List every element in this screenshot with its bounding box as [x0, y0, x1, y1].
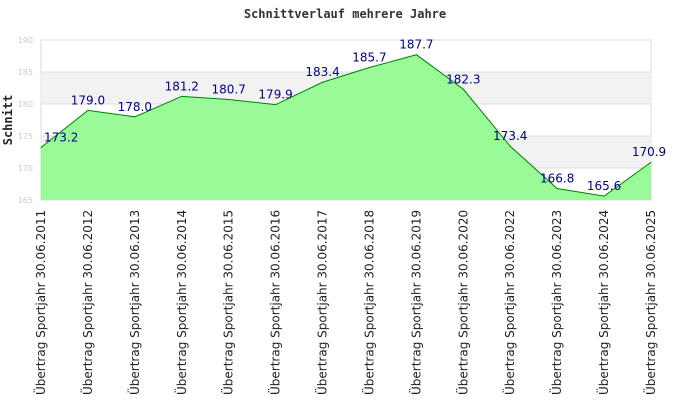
data-label: 180.7 — [212, 83, 246, 97]
data-point — [509, 145, 511, 147]
x-tick-label: Übertrag Sportjahr 30.06.2011 — [32, 210, 48, 395]
data-label: 173.4 — [493, 129, 527, 143]
chart-title: Schnittverlauf mehrere Jahre — [244, 7, 446, 21]
data-point — [228, 99, 230, 101]
data-label: 179.0 — [71, 93, 105, 107]
data-point — [275, 104, 277, 106]
x-tick-label: Übertrag Sportjahr 30.06.2024 — [595, 210, 611, 395]
data-point — [556, 187, 558, 189]
data-label: 187.7 — [399, 38, 433, 52]
y-tick-label: 170 — [18, 164, 33, 173]
data-point — [87, 109, 89, 111]
x-tick-label: Übertrag Sportjahr 30.06.2022 — [501, 210, 517, 395]
x-tick-label: Übertrag Sportjahr 30.06.2019 — [407, 210, 423, 395]
data-point — [181, 95, 183, 97]
data-label: 179.9 — [258, 88, 292, 102]
x-tick-label: Übertrag Sportjahr 30.06.2016 — [267, 210, 283, 395]
data-label: 182.3 — [446, 72, 480, 86]
x-tick-label: Übertrag Sportjahr 30.06.2013 — [126, 210, 142, 395]
x-tick-label: Übertrag Sportjahr 30.06.2023 — [548, 210, 564, 395]
x-tick-label: Übertrag Sportjahr 30.06.2017 — [314, 210, 330, 395]
y-tick-label: 190 — [18, 36, 33, 45]
data-label: 178.0 — [118, 100, 152, 114]
area-fill — [41, 54, 651, 200]
y-axis-label: Schnitt — [1, 95, 15, 146]
data-point — [650, 161, 652, 163]
data-label: 181.2 — [165, 79, 199, 93]
data-label: 185.7 — [352, 51, 386, 65]
x-tick-label: Übertrag Sportjahr 30.06.2014 — [173, 210, 189, 395]
data-point — [368, 67, 370, 69]
series-line — [40, 54, 652, 197]
data-point — [603, 195, 605, 197]
data-label: 165.6 — [587, 179, 621, 193]
y-tick-label: 175 — [18, 132, 33, 141]
y-tick-label: 180 — [18, 100, 33, 109]
x-tick-label: Übertrag Sportjahr 30.06.2018 — [360, 210, 376, 395]
x-tick-label: Übertrag Sportjahr 30.06.2012 — [79, 210, 95, 395]
x-tick-label: Übertrag Sportjahr 30.06.2025 — [642, 210, 658, 395]
data-label: 170.9 — [632, 145, 666, 159]
data-label: 183.4 — [305, 65, 339, 79]
data-point — [134, 116, 136, 118]
data-label: 173.2 — [44, 131, 78, 145]
data-point — [322, 81, 324, 83]
data-point — [415, 54, 417, 56]
x-tick-label: Übertrag Sportjahr 30.06.2015 — [220, 210, 236, 395]
data-label: 166.8 — [540, 171, 574, 185]
data-point — [462, 88, 464, 90]
x-tick-label: Übertrag Sportjahr 30.06.2020 — [454, 210, 470, 395]
y-tick-label: 185 — [18, 68, 33, 77]
data-point — [40, 147, 42, 149]
y-tick-label: 165 — [18, 196, 33, 205]
